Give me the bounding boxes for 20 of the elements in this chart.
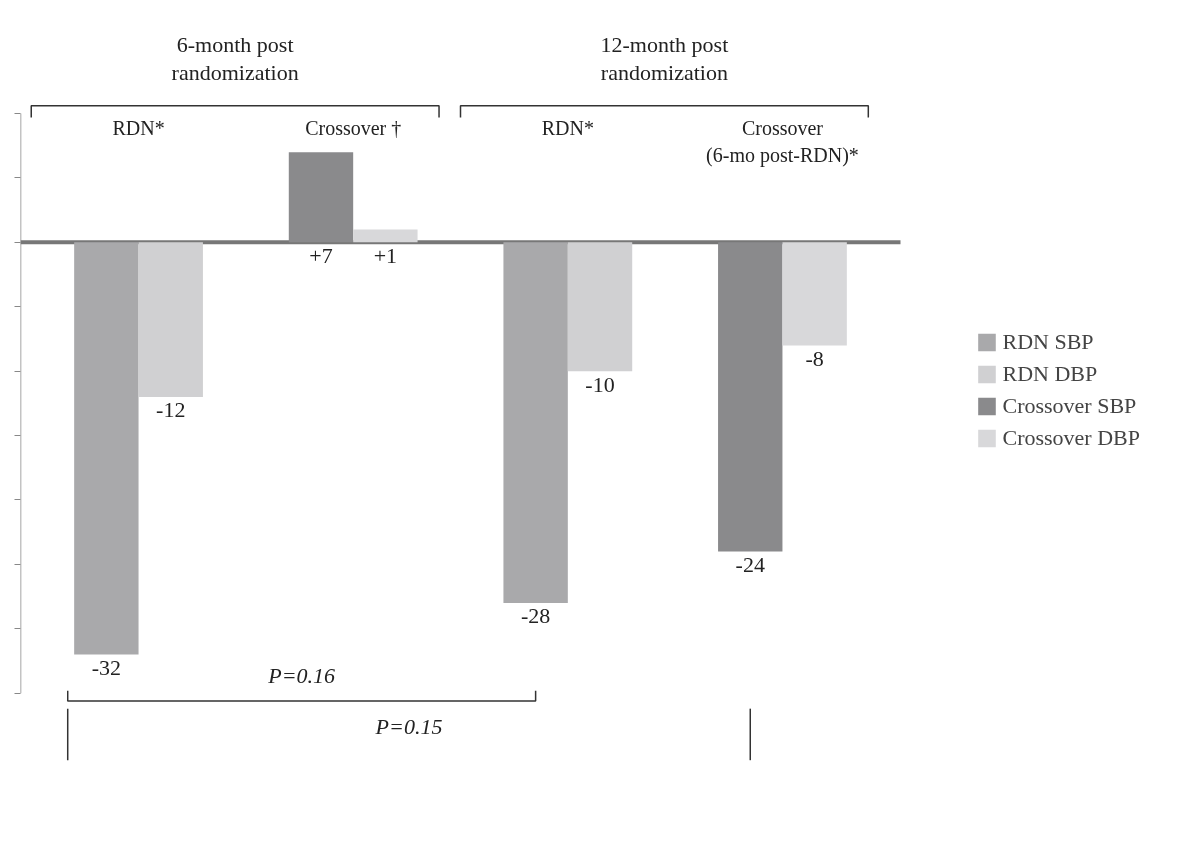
data-label: -12 bbox=[156, 397, 186, 423]
data-label: +7 bbox=[309, 242, 333, 268]
data-label: -32 bbox=[91, 655, 122, 681]
data-label: -8 bbox=[805, 345, 824, 371]
legend-label: RDN SBP bbox=[1002, 329, 1094, 355]
data-label: -28 bbox=[520, 603, 551, 629]
x-tick-label: RDN* bbox=[541, 117, 594, 140]
x-tick-label: Crossover (6-mo post-RDN)* bbox=[706, 117, 859, 167]
legend-label: Crossover DBP bbox=[1002, 425, 1140, 451]
data-label: -24 bbox=[735, 551, 765, 577]
text: 6-month post randomization bbox=[171, 31, 299, 86]
annotation: P=0.16 bbox=[267, 663, 336, 689]
data-label: -10 bbox=[585, 371, 615, 397]
legend-label: RDN DBP bbox=[1002, 361, 1098, 387]
x-tick-label: Crossover † bbox=[305, 117, 402, 140]
x-tick-label: RDN* bbox=[112, 117, 165, 140]
legend-label: Crossover SBP bbox=[1002, 393, 1137, 419]
text: P=0.15 bbox=[374, 714, 443, 740]
text: 12-month post randomization bbox=[600, 31, 729, 86]
data-label: +1 bbox=[373, 242, 398, 268]
